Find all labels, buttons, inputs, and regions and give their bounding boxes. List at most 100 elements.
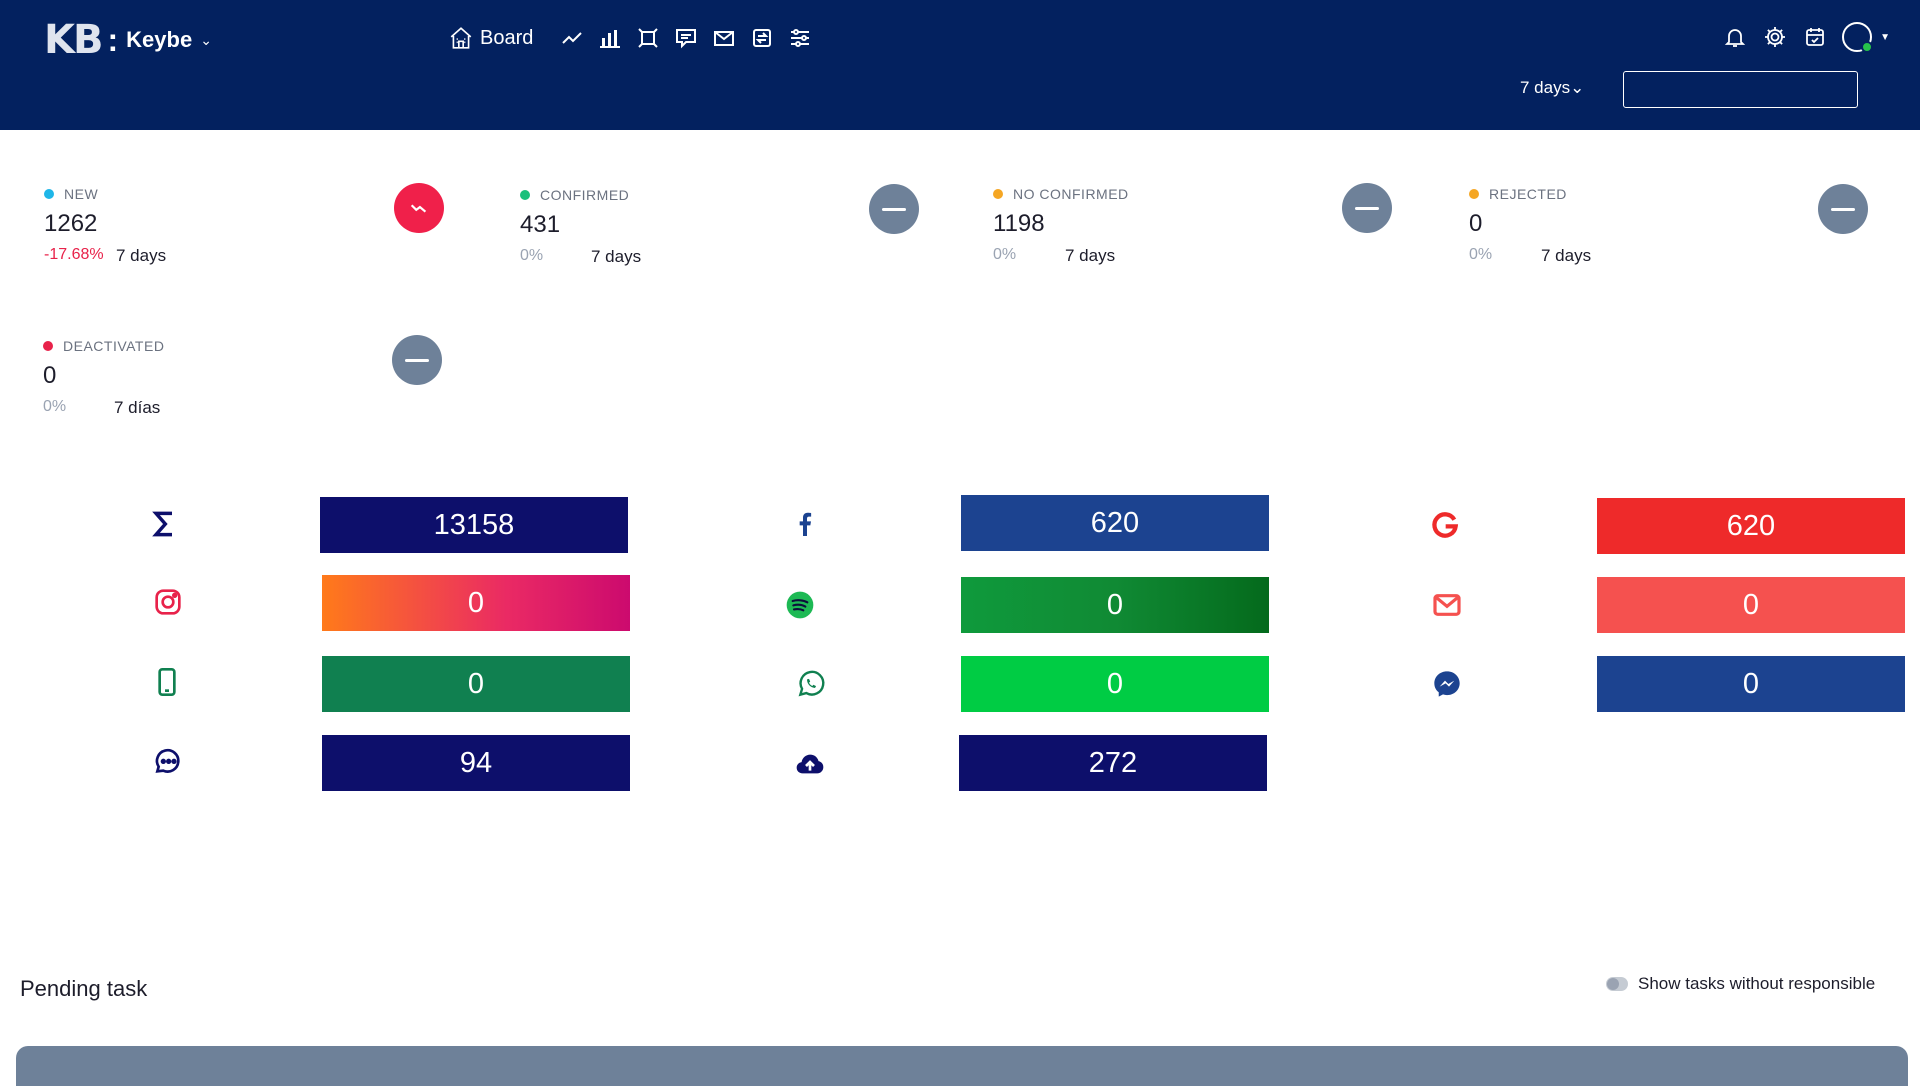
source-google-bar: 620 (1597, 498, 1905, 554)
brand-logo[interactable]: KB : Keybe ⌄ (44, 17, 212, 63)
stat-period: 7 days (116, 246, 167, 265)
bell-icon[interactable] (1720, 22, 1750, 52)
mail-icon (1427, 585, 1467, 625)
avatar[interactable] (1842, 22, 1874, 53)
stat-value: 0 (43, 362, 57, 389)
stat-percent: 0% (520, 247, 544, 264)
sliders-icon[interactable] (787, 25, 813, 51)
pending-task-title: Pending task (20, 976, 148, 1001)
source-count: 0 (1106, 588, 1124, 621)
minus-icon (1831, 207, 1855, 211)
date-range-input[interactable] (1623, 71, 1858, 108)
stat-rejected: REJECTED 0 0% 7 days (1469, 186, 1889, 296)
stat-label-text: DEACTIVATED (63, 338, 165, 354)
instagram-icon (148, 582, 188, 622)
trend-icon[interactable] (559, 25, 585, 51)
google-icon (1425, 505, 1465, 545)
collapse-button[interactable] (1818, 184, 1868, 234)
collapse-button[interactable] (869, 184, 919, 234)
status-dot (993, 189, 1003, 199)
top-header: KB : Keybe ⌄ Board (0, 0, 1920, 130)
chat-box-icon[interactable] (673, 25, 699, 51)
stat-period: 7 days (1541, 246, 1592, 265)
trend-down-button[interactable] (394, 183, 444, 233)
toggle-label: Show tasks without responsible (1638, 974, 1876, 993)
show-unassigned-toggle[interactable]: Show tasks without responsible (1606, 974, 1875, 994)
whatsapp-icon (791, 664, 831, 704)
stat-label-text: REJECTED (1489, 186, 1567, 202)
source-count: 620 (1726, 509, 1776, 542)
toggle-switch[interactable] (1606, 977, 1628, 991)
main-nav: Board (448, 22, 819, 54)
stat-label: REJECTED (1469, 186, 1567, 202)
envelope-icon[interactable] (711, 25, 737, 51)
app-name: Keybe (126, 27, 193, 52)
stat-label: NO CONFIRMED (993, 186, 1129, 202)
header-actions: ▼ (1710, 22, 1890, 53)
source-count: 0 (1742, 588, 1760, 621)
status-dot (520, 190, 530, 200)
source-count: 13158 (433, 508, 515, 541)
logo-separator: : (107, 21, 119, 58)
caret-down-icon[interactable]: ▼ (1880, 31, 1890, 43)
frame-icon[interactable] (635, 25, 661, 51)
source-count: 0 (1742, 667, 1760, 700)
stat-period: 7 days (591, 247, 642, 266)
stat-percent: 0% (1469, 246, 1493, 263)
source-facebook-bar: 620 (961, 495, 1269, 551)
stat-label: NEW (44, 186, 98, 202)
collapse-button[interactable] (1342, 183, 1392, 233)
stat-value: 431 (520, 211, 561, 238)
facebook-icon (785, 504, 825, 544)
gear-icon[interactable] (1760, 22, 1790, 52)
chat-bubble-icon (148, 742, 188, 782)
source-count: 94 (459, 746, 493, 779)
trend-down-icon (410, 204, 427, 213)
nav-board[interactable]: Board (448, 25, 533, 51)
source-count: 620 (1090, 506, 1140, 539)
online-status-dot (1861, 41, 1874, 53)
source-upload-bar: 272 (959, 735, 1267, 791)
source-phone-bar: 0 (322, 656, 630, 712)
collapse-button[interactable] (392, 335, 442, 385)
stat-no-confirmed: NO CONFIRMED 1198 0% 7 days (993, 186, 1413, 296)
source-spotify-bar: 0 (961, 577, 1269, 633)
stat-period: 7 días (114, 398, 161, 417)
source-count: 0 (1106, 667, 1124, 700)
sigma-icon (144, 504, 184, 544)
source-chat-bar: 94 (322, 735, 630, 791)
stat-label-text: CONFIRMED (540, 187, 630, 203)
period-label: 7 days (1520, 78, 1571, 97)
calendar-icon[interactable] (1800, 22, 1830, 52)
source-instagram-bar: 0 (322, 575, 630, 631)
home-icon (450, 27, 472, 49)
stat-label-text: NO CONFIRMED (1013, 186, 1129, 202)
minus-icon (405, 358, 429, 362)
phone-icon (147, 662, 187, 702)
nav-board-label: Board (480, 26, 534, 49)
stat-period: 7 days (1065, 246, 1116, 265)
stat-confirmed: CONFIRMED 431 0% 7 days (520, 187, 940, 297)
messenger-icon (1427, 664, 1467, 704)
stat-value: 1198 (993, 210, 1045, 237)
bar-chart-icon[interactable] (597, 25, 623, 51)
status-dot (43, 341, 53, 351)
stat-percent: 0% (993, 246, 1017, 263)
status-dot (44, 189, 54, 199)
task-table-header (16, 1046, 1908, 1086)
transfer-icon[interactable] (749, 25, 775, 51)
period-selector[interactable]: 7 days⌄ (1520, 78, 1584, 98)
source-count: 0 (467, 667, 485, 700)
stat-percent: 0% (43, 398, 67, 415)
minus-icon (1355, 206, 1379, 210)
source-messenger-bar: 0 (1597, 656, 1905, 712)
stat-new: NEW 1262 -17.68% 7 days (44, 186, 464, 296)
chevron-down-icon[interactable]: ⌄ (200, 31, 212, 48)
spotify-icon (780, 585, 820, 625)
stat-percent: -17.68% (44, 246, 104, 263)
source-count: 0 (467, 586, 485, 619)
source-total-bar: 13158 (320, 497, 628, 553)
stat-label-text: NEW (64, 186, 99, 202)
cloud-upload-icon (790, 744, 830, 784)
status-dot (1469, 189, 1479, 199)
